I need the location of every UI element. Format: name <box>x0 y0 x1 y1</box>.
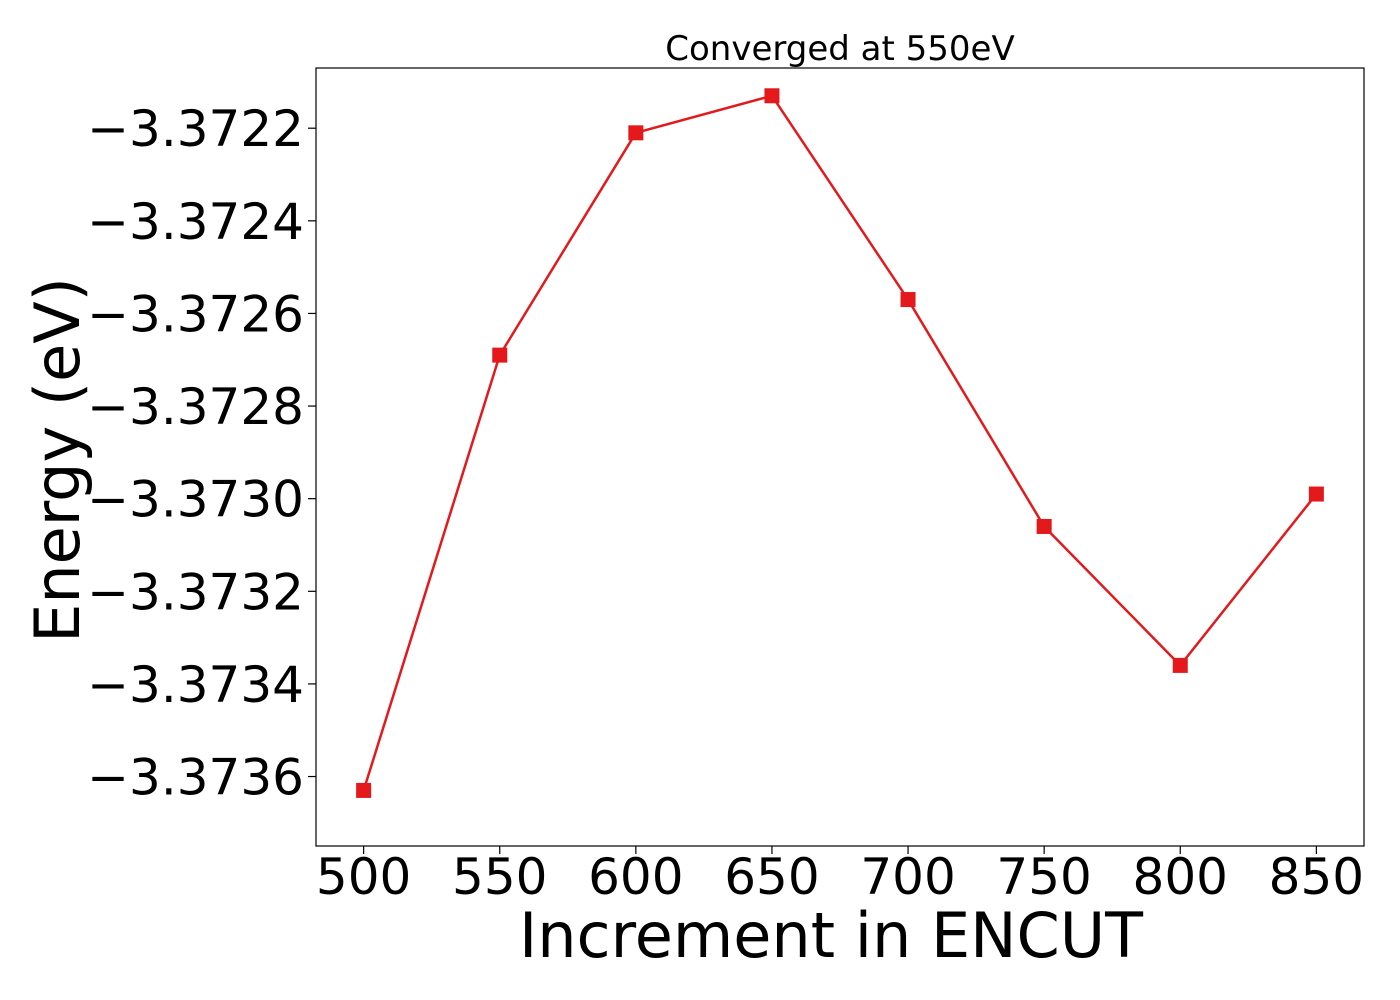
y-tick-label: −3.3732 <box>87 563 304 621</box>
y-tick-label: −3.3734 <box>87 656 304 714</box>
x-tick-label: 700 <box>860 848 955 906</box>
plot-area: 500 550 600 650 700 750 800 850 −3.3736 −3.3734 −3… <box>87 67 1365 906</box>
y-axis-label: Energy (eV) <box>21 277 94 643</box>
data-point-marker <box>356 782 372 798</box>
plot-frame <box>315 67 1365 847</box>
y-tick-label: −3.3736 <box>87 749 304 807</box>
x-tick-label: 800 <box>1133 848 1228 906</box>
series-line <box>362 94 1318 791</box>
x-axis-label: Increment in ENCUT <box>519 899 1144 972</box>
data-point-marker <box>628 125 644 141</box>
data-point-marker <box>1172 657 1188 673</box>
x-tick-label: 850 <box>1269 848 1364 906</box>
x-tick-label: 650 <box>724 848 819 906</box>
y-tick-label: −3.3728 <box>87 378 304 436</box>
x-tick-label: 750 <box>996 848 1091 906</box>
y-tick-label: −3.3726 <box>87 285 304 343</box>
x-tick-label: 500 <box>316 848 411 906</box>
data-point-marker <box>1308 486 1324 502</box>
data-point-marker <box>1036 518 1052 534</box>
x-tick-label: 550 <box>452 848 547 906</box>
data-point-marker <box>764 88 780 104</box>
chart-title: Converged at 550eV <box>665 29 1014 69</box>
y-tick-label: −3.3730 <box>87 471 304 529</box>
data-point-marker <box>900 292 916 308</box>
data-point-marker <box>492 347 508 363</box>
y-tick-label: −3.3724 <box>87 193 304 251</box>
x-tick-label: 600 <box>588 848 683 906</box>
y-tick-label: −3.3722 <box>87 100 304 158</box>
